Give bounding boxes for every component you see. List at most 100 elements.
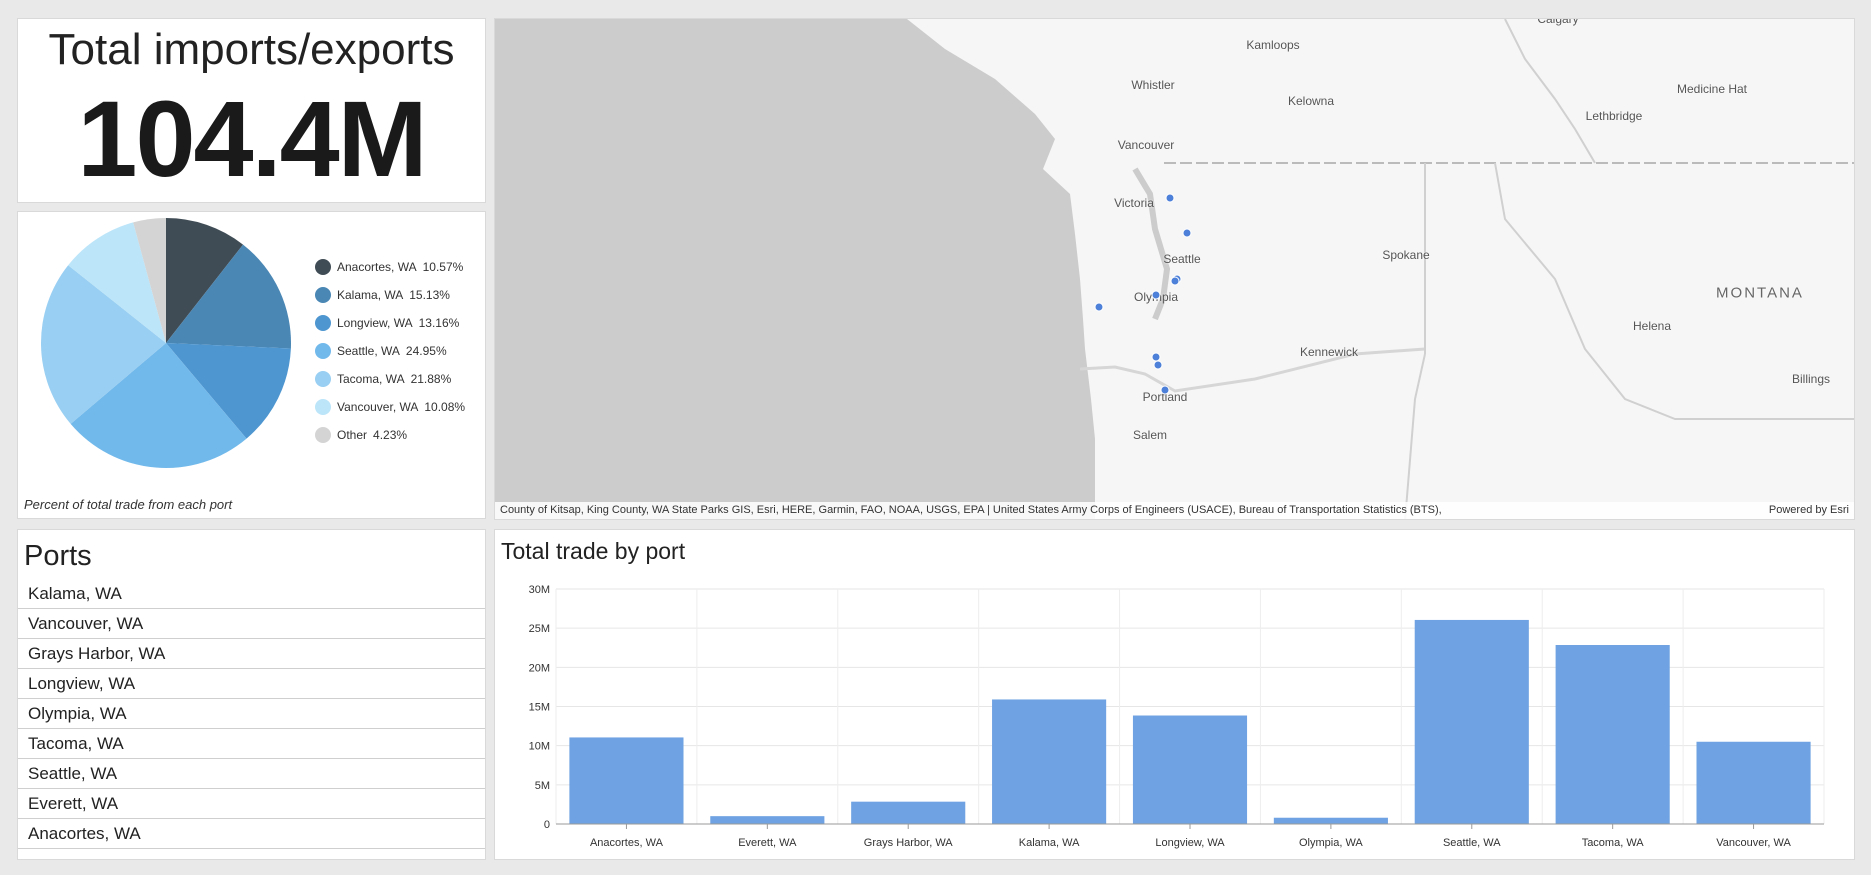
legend-item: Anacortes, WA 10.57% (315, 259, 463, 275)
legend-swatch (315, 399, 331, 415)
legend-percent: 4.23% (373, 428, 408, 442)
legend-swatch (315, 315, 331, 331)
legend-item: Vancouver, WA 10.08% (315, 399, 465, 415)
pie-slice[interactable] (166, 244, 292, 349)
legend-percent: 10.08% (424, 400, 466, 414)
ports-list: Kalama, WA Vancouver, WA Grays Harbor, WA L… (18, 579, 485, 849)
port-marker[interactable] (1182, 228, 1192, 238)
pie-slice[interactable] (70, 343, 247, 468)
bar-chart: 0 5M 10M 15M 20M 25M 30M Anacortes, WA Everett, … (529, 584, 1825, 849)
legend-swatch (315, 427, 331, 443)
kpi-title: Total imports/exports (48, 25, 455, 74)
bar[interactable] (1696, 741, 1811, 824)
y-tick-label: 20M (529, 662, 550, 674)
map-basemap[interactable] (495, 19, 1855, 520)
map-label: Kennewick (1299, 345, 1359, 359)
x-tick-label: Kalama, WA (1019, 837, 1080, 849)
x-tick-label: Tacoma, WA (1582, 837, 1645, 849)
columbia-river (1079, 347, 1426, 393)
legend-percent: 24.95% (405, 344, 447, 358)
legend-label: Seattle, WA (337, 344, 400, 358)
map-label: Portland (1142, 390, 1188, 404)
pie-slice[interactable] (133, 218, 166, 343)
x-tick-label: Longview, WA (1155, 837, 1225, 849)
map-label: Billings (1791, 372, 1831, 386)
y-tick-label: 0 (544, 819, 550, 831)
legend-label: Kalama, WA (337, 288, 404, 302)
kpi-value: 104.4M (77, 78, 427, 199)
y-tick-label: 5M (535, 780, 550, 792)
bar[interactable] (1414, 619, 1529, 824)
pie-slice[interactable] (166, 218, 244, 343)
attribution-text: County of Kitsap, King County, WA State … (500, 504, 1442, 516)
legend-item: Kalama, WA 15.13% (315, 287, 450, 303)
port-list-item[interactable]: Grays Harbor, WA (18, 639, 485, 669)
map-label: MONTANA (1716, 284, 1804, 302)
map-label: Lethbridge (1585, 109, 1643, 123)
bar[interactable] (992, 699, 1107, 824)
port-marker[interactable] (1151, 290, 1161, 300)
port-list-item[interactable]: Everett, WA (18, 789, 485, 819)
pie-caption: Percent of total trade from each port (24, 497, 233, 512)
x-tick-label: Everett, WA (738, 837, 797, 849)
map-label: Vancouver (1117, 138, 1175, 152)
map-label: Victoria (1114, 196, 1154, 210)
province-border (1504, 19, 1596, 164)
legend-label: Anacortes, WA (337, 260, 417, 274)
bar[interactable] (1273, 817, 1388, 824)
legend-percent: 10.57% (422, 260, 464, 274)
port-marker[interactable] (1170, 276, 1180, 286)
y-tick-label: 10M (529, 741, 550, 753)
port-list-item[interactable]: Anacortes, WA (18, 819, 485, 849)
pie-slice[interactable] (166, 343, 291, 439)
bar[interactable] (1555, 645, 1670, 824)
legend-swatch (315, 259, 331, 275)
map-label: Spokane (1382, 248, 1430, 262)
port-list-item[interactable]: Seattle, WA (18, 759, 485, 789)
pie-chart-panel: Anacortes, WA 10.57% Kalama, WA 15.13% Longv… (17, 211, 486, 519)
port-list-item[interactable]: Vancouver, WA (18, 609, 485, 639)
map-label: Helena (1632, 319, 1672, 333)
powered-by-esri[interactable]: Powered by Esri (1768, 504, 1849, 516)
port-list-item[interactable]: Longview, WA (18, 669, 485, 699)
port-list-item[interactable]: Tacoma, WA (18, 729, 485, 759)
legend-swatch (315, 287, 331, 303)
pie-chart (40, 218, 292, 468)
legend-item: Tacoma, WA 21.88% (315, 371, 451, 387)
puget-sound (1132, 167, 1171, 321)
legend-item: Seattle, WA 24.95% (315, 343, 447, 359)
legend-percent: 15.13% (409, 288, 450, 302)
map-label: Kelowna (1287, 94, 1335, 108)
port-marker[interactable] (1153, 360, 1163, 370)
map-panel[interactable]: Calgary Kamloops Whistler Kelowna Medicine H… (494, 18, 1855, 520)
port-marker[interactable] (1165, 193, 1175, 203)
legend-percent: 21.88% (410, 372, 452, 386)
x-tick-label: Grays Harbor, WA (864, 837, 953, 849)
x-tick-label: Vancouver, WA (1716, 837, 1791, 849)
x-tick-label: Olympia, WA (1299, 837, 1363, 849)
state-border-id-mt (1494, 162, 1854, 420)
y-tick-label: 25M (529, 623, 550, 635)
map-label: Whistler (1131, 78, 1175, 92)
pie-slice[interactable] (40, 265, 166, 424)
port-marker[interactable] (1160, 385, 1170, 395)
ports-title: Ports (24, 540, 92, 572)
pie-slice[interactable] (68, 222, 166, 343)
legend-swatch (315, 371, 331, 387)
bar-chart-panel: Total trade by port 0 5M 10M 15M 20M 25M 30M An… (494, 529, 1855, 860)
legend-label: Longview, WA (337, 316, 413, 330)
port-list-item[interactable]: Olympia, WA (18, 699, 485, 729)
legend-item: Longview, WA 13.16% (315, 315, 459, 331)
bar[interactable] (851, 801, 966, 824)
port-list-item[interactable]: Kalama, WA (18, 579, 485, 609)
legend-item: Other 4.23% (315, 427, 407, 443)
legend-percent: 13.16% (418, 316, 460, 330)
bar[interactable] (569, 737, 684, 824)
bar[interactable] (1132, 715, 1248, 824)
state-border-or-id (1404, 353, 1426, 519)
y-tick-label: 30M (529, 584, 550, 596)
map-label: Seattle (1163, 252, 1201, 266)
kpi-panel: Total imports/exports 104.4M (17, 18, 486, 203)
port-marker[interactable] (1094, 302, 1104, 312)
bar[interactable] (710, 816, 825, 824)
